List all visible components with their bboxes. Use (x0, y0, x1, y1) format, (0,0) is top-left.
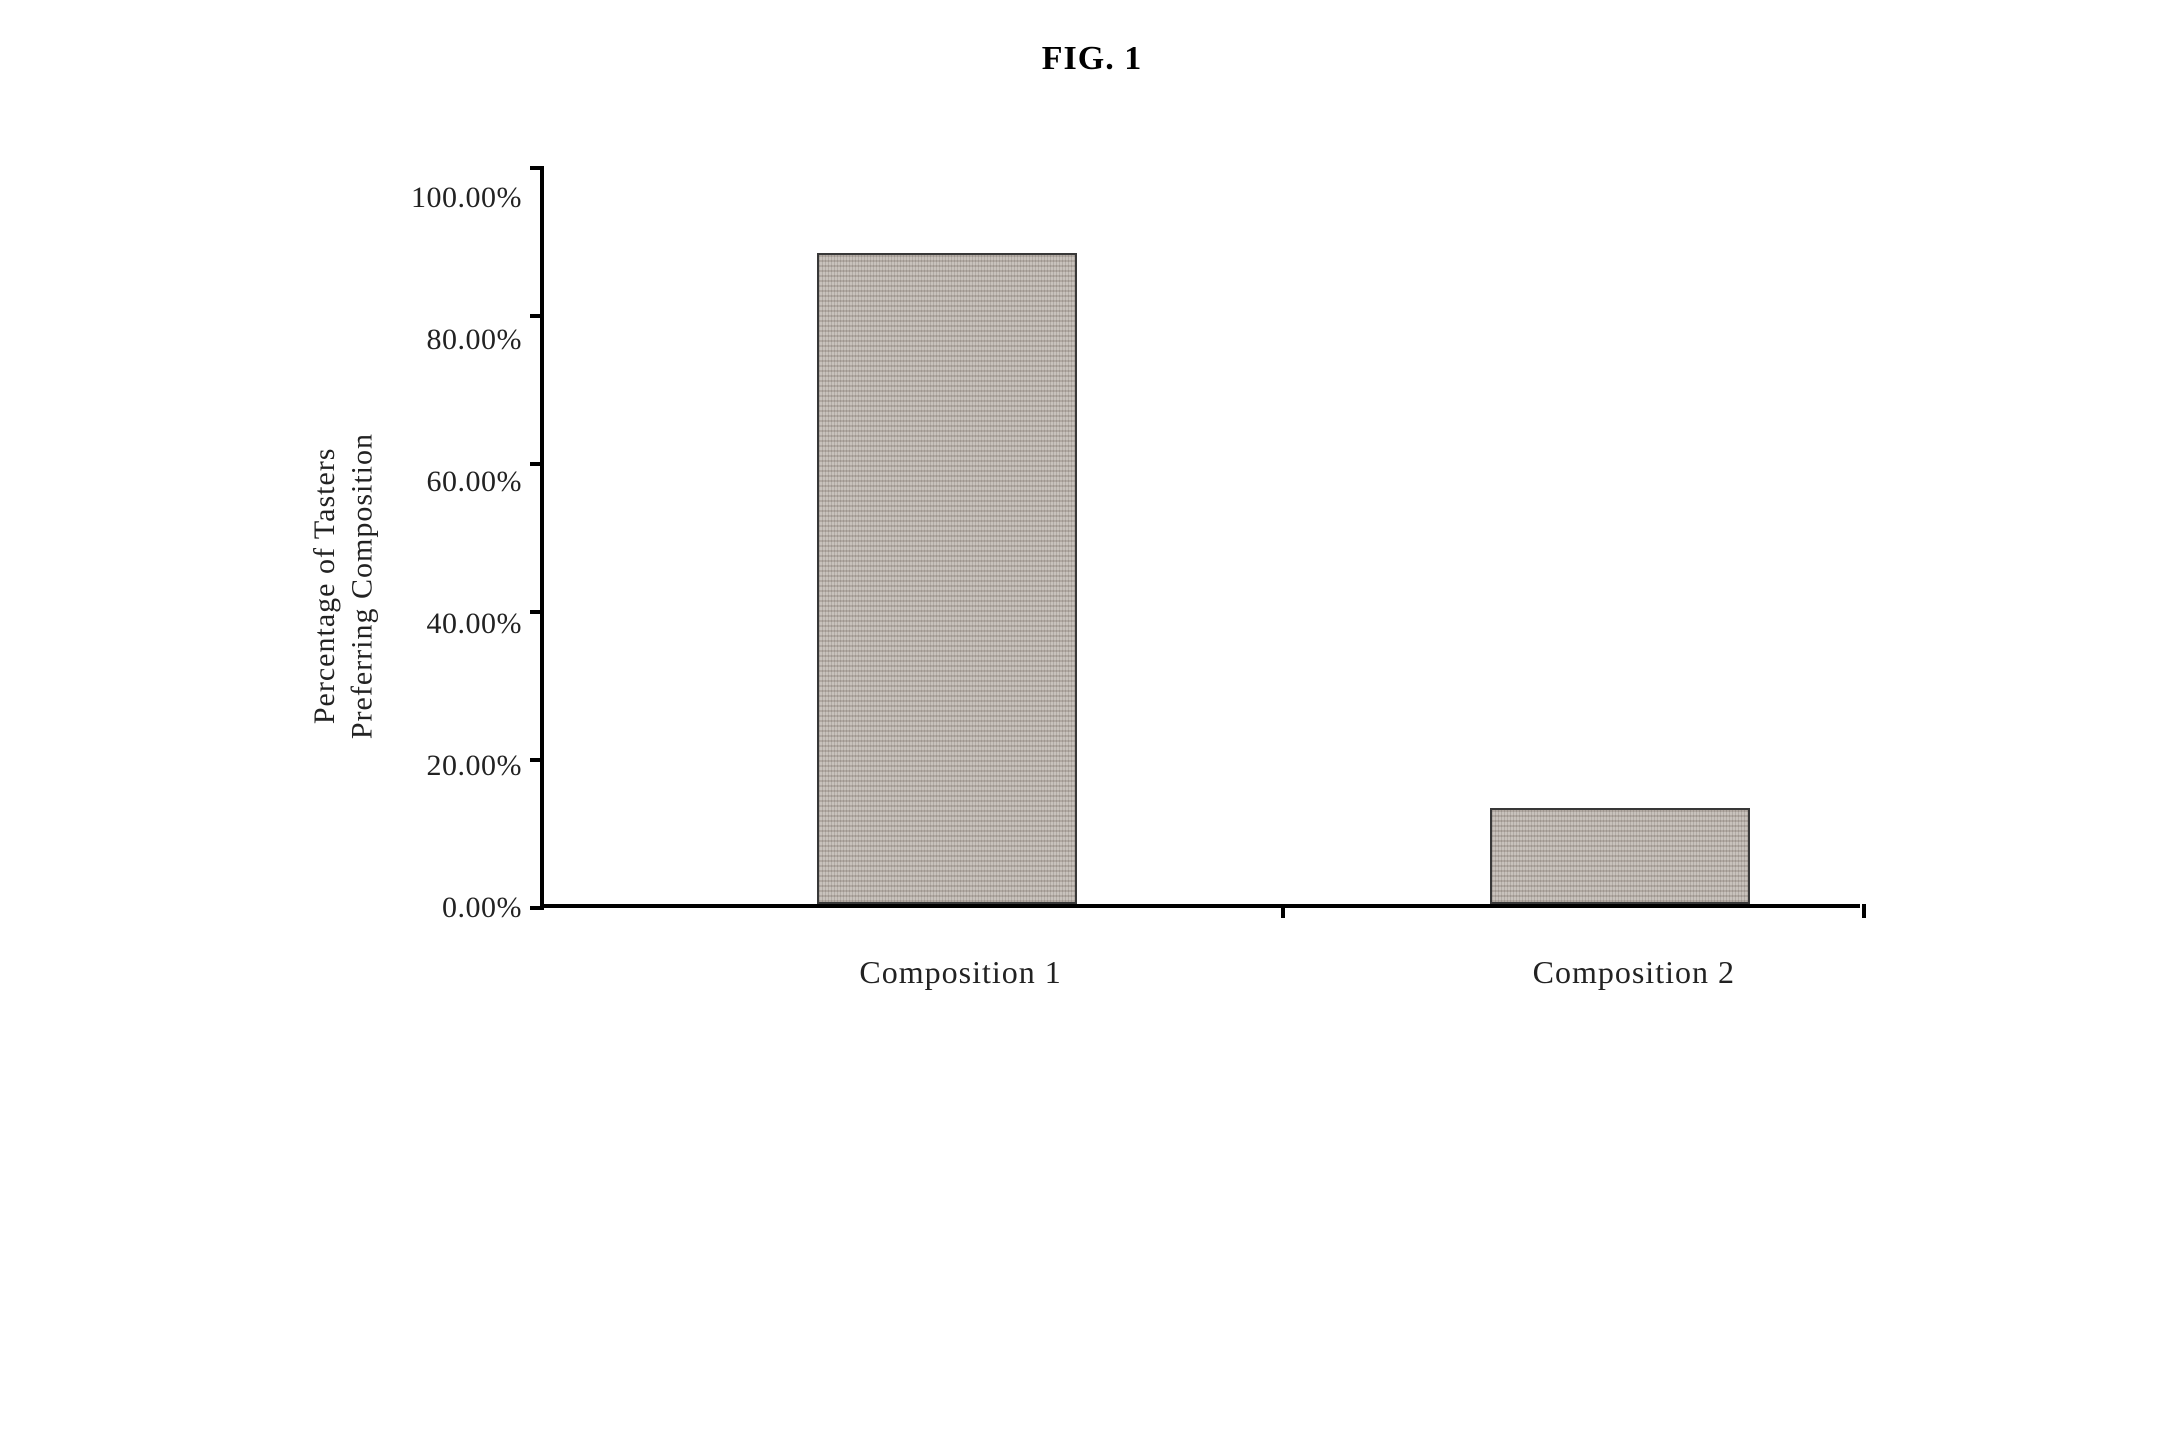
x-tick-mark (1862, 904, 1866, 918)
y-axis-ticks: 100.00%80.00%60.00%40.00%20.00%0.00% (411, 168, 540, 908)
figure-title: FIG. 1 (1042, 40, 1142, 78)
x-axis-labels: Composition 1 Composition 2 (558, 954, 1878, 1004)
y-tick-mark (530, 610, 544, 614)
plot-area (540, 168, 1860, 908)
y-axis-label: Percentage of Tasters Preferring Composi… (306, 433, 381, 739)
bar-chart: Percentage of Tasters Preferring Composi… (306, 168, 1878, 1004)
y-tick-mark (530, 462, 544, 466)
x-tick-mark (1281, 904, 1285, 918)
x-axis-label: Composition 1 (859, 954, 1061, 991)
y-tick-label: 80.00% (427, 325, 523, 355)
y-tick-label: 100.00% (411, 183, 522, 213)
y-tick-label: 20.00% (427, 751, 523, 781)
bar (1490, 808, 1750, 904)
y-axis-label-line2: Preferring Composition (346, 433, 379, 739)
y-axis-label-line1: Percentage of Tasters (308, 448, 341, 725)
y-tick-label: 40.00% (427, 609, 523, 639)
y-tick-label: 60.00% (427, 467, 523, 497)
y-tick-label: 0.00% (442, 893, 522, 923)
y-tick-mark (530, 906, 544, 910)
x-axis-label: Composition 2 (1533, 954, 1735, 991)
y-tick-mark (530, 758, 544, 762)
y-tick-mark (530, 166, 544, 170)
y-tick-mark (530, 314, 544, 318)
bar (817, 253, 1077, 904)
